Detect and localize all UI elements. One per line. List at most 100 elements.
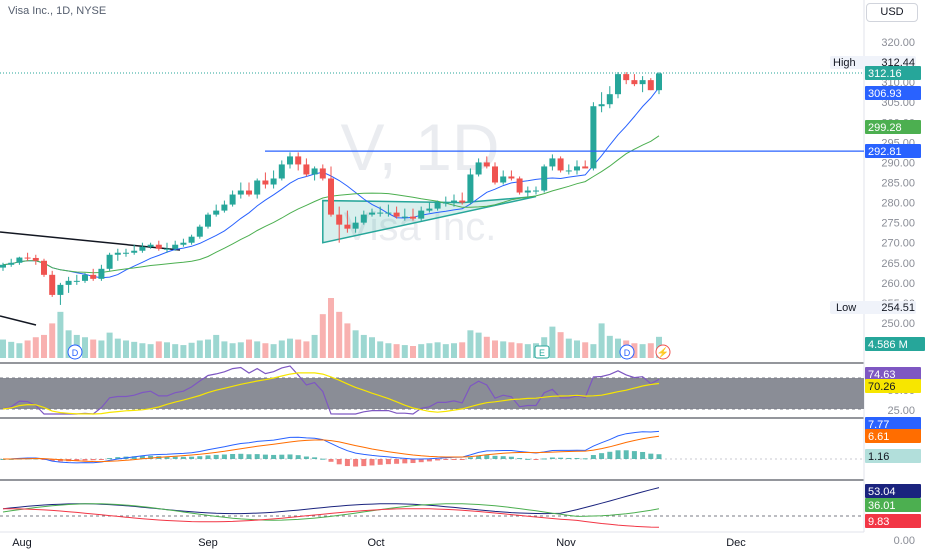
candle[interactable]	[147, 242, 154, 249]
candle[interactable]	[123, 248, 129, 257]
candle[interactable]	[295, 152, 302, 171]
candle[interactable]	[24, 252, 31, 261]
trendline[interactable]	[0, 315, 37, 326]
candle[interactable]	[393, 206, 400, 219]
candle[interactable]	[172, 240, 179, 251]
candle[interactable]	[8, 258, 15, 267]
candle[interactable]	[533, 186, 539, 195]
candle[interactable]	[213, 204, 220, 217]
macd-histogram-bar	[197, 456, 203, 459]
candle[interactable]	[73, 274, 80, 285]
candle[interactable]	[319, 164, 326, 181]
event-markers[interactable]: D E D ⚡	[67, 344, 671, 360]
candle[interactable]	[401, 208, 408, 221]
candle[interactable]	[254, 178, 261, 199]
candle[interactable]	[57, 282, 64, 305]
candle[interactable]	[574, 160, 580, 175]
triangle-pattern-drawing[interactable]	[322, 195, 537, 244]
candle[interactable]	[82, 272, 88, 283]
candle[interactable]	[196, 224, 203, 239]
candle[interactable]	[410, 208, 416, 221]
candle[interactable]	[188, 234, 195, 245]
candle[interactable]	[131, 244, 138, 255]
candle[interactable]	[221, 200, 228, 213]
candle[interactable]	[352, 216, 359, 233]
candle[interactable]	[475, 158, 482, 177]
lightning-icon[interactable]	[655, 344, 671, 360]
candle[interactable]	[500, 170, 507, 185]
candle[interactable]	[377, 206, 384, 217]
candle[interactable]	[418, 206, 425, 221]
candle[interactable]	[328, 166, 334, 217]
earnings-marker[interactable]: E	[534, 345, 550, 359]
candle[interactable]	[549, 154, 556, 171]
candles[interactable]	[0, 72, 662, 305]
trendline-drawings[interactable]	[0, 231, 181, 326]
candle[interactable]	[590, 102, 597, 171]
candle[interactable]	[541, 164, 548, 193]
candle[interactable]	[639, 76, 646, 93]
candle[interactable]	[32, 254, 39, 265]
candle[interactable]	[369, 208, 375, 217]
candle[interactable]	[516, 176, 523, 195]
candle[interactable]	[49, 270, 56, 297]
candle[interactable]	[385, 204, 392, 217]
candle[interactable]	[623, 72, 630, 85]
candle[interactable]	[598, 92, 605, 113]
candle[interactable]	[508, 170, 515, 181]
candle[interactable]	[426, 202, 433, 213]
candle[interactable]	[565, 164, 572, 175]
candle[interactable]	[360, 210, 367, 225]
candle[interactable]	[483, 156, 490, 169]
candle[interactable]	[139, 242, 146, 253]
candle[interactable]	[180, 238, 187, 247]
candle-body	[377, 212, 384, 214]
candle[interactable]	[647, 78, 654, 91]
candle[interactable]	[16, 256, 23, 265]
candle[interactable]	[229, 190, 236, 207]
candle[interactable]	[434, 200, 441, 211]
candle[interactable]	[98, 264, 105, 281]
candle[interactable]	[287, 152, 293, 169]
candle[interactable]	[155, 240, 162, 251]
macd-histogram-bar	[90, 459, 96, 461]
candle[interactable]	[492, 162, 498, 185]
candle[interactable]	[344, 210, 351, 233]
candle[interactable]	[114, 248, 121, 261]
candle[interactable]	[336, 206, 343, 243]
candle[interactable]	[557, 156, 564, 173]
candle[interactable]	[311, 166, 318, 181]
candle[interactable]	[606, 86, 613, 109]
candle[interactable]	[41, 258, 47, 277]
candle[interactable]	[270, 170, 277, 189]
candle[interactable]	[237, 182, 244, 199]
candle[interactable]	[459, 192, 466, 205]
candle[interactable]	[278, 160, 285, 181]
candle[interactable]	[164, 242, 170, 253]
candle[interactable]	[106, 252, 113, 271]
time-axis[interactable]: Aug Sep Oct Nov Dec	[12, 537, 746, 549]
candle[interactable]	[582, 160, 589, 169]
candle[interactable]	[0, 262, 6, 271]
candle[interactable]	[246, 182, 252, 197]
candle[interactable]	[451, 194, 457, 207]
candle[interactable]	[90, 268, 97, 281]
triangle-pattern[interactable]	[322, 195, 537, 244]
symbol-title[interactable]: Visa Inc., 1D, NYSE	[8, 5, 107, 17]
candle[interactable]	[303, 158, 310, 177]
currency-button[interactable]: USD	[866, 3, 918, 22]
dividend-marker[interactable]: D	[619, 344, 635, 360]
candle[interactable]	[615, 72, 621, 99]
dividend-marker[interactable]: D	[67, 344, 83, 360]
candle[interactable]	[467, 168, 474, 205]
candle[interactable]	[65, 276, 72, 293]
price-axis[interactable]: 320.00315.00310.00305.00300.00295.00290.…	[881, 37, 915, 547]
candle[interactable]	[262, 172, 269, 189]
candle[interactable]	[442, 196, 449, 207]
candle[interactable]	[631, 74, 638, 87]
trendline[interactable]	[0, 231, 181, 251]
candle[interactable]	[656, 72, 662, 95]
candle[interactable]	[524, 186, 531, 197]
candle[interactable]	[205, 212, 211, 229]
